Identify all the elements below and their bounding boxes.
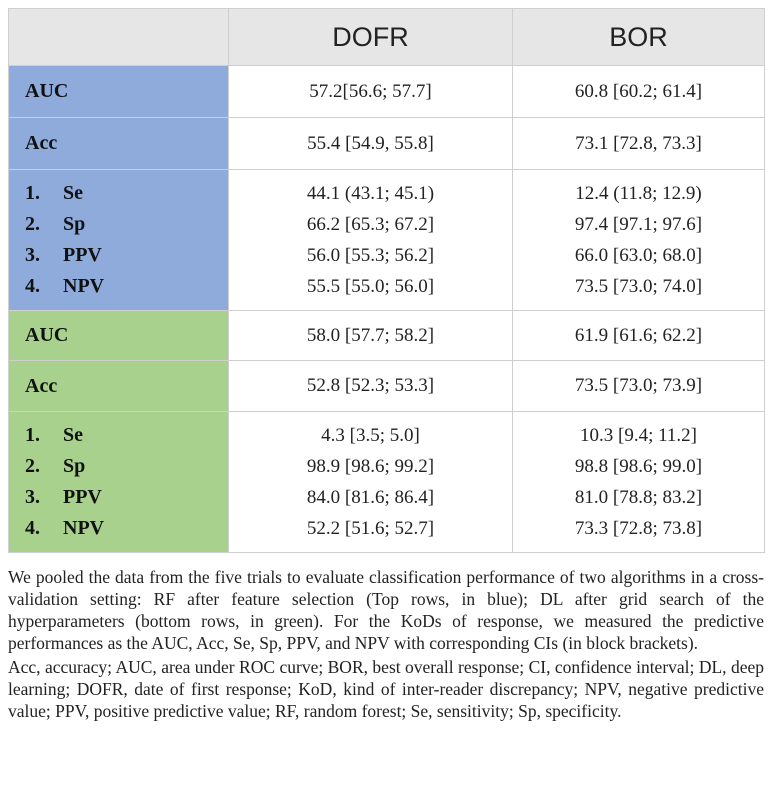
- metric-label: 4. NPV: [25, 275, 105, 297]
- caption-abbreviations: Acc, accuracy; AUC, area under ROC curve…: [8, 657, 764, 721]
- metric-label: 2. Sp: [25, 455, 86, 477]
- table-row: AUC 58.0 [57.7; 58.2] 61.9 [61.6; 62.2]: [8, 310, 765, 361]
- metric-label: 1. Se: [25, 424, 83, 446]
- table-row: Acc 52.8 [52.3; 53.3] 73.5 [73.0; 73.9]: [8, 360, 765, 412]
- metric-value: 66.2 [65.3; 67.2]: [306, 214, 435, 235]
- metric-label: 3. PPV: [25, 244, 102, 266]
- metric-value: 73.5 [73.0; 74.0]: [574, 276, 703, 297]
- metric-value: 12.4 (11.8; 12.9): [575, 183, 702, 204]
- metric-label: 1. Se: [25, 182, 83, 204]
- metric-value: 66.0 [63.0; 68.0]: [574, 245, 703, 266]
- cell-dofr: 52.8 [52.3; 53.3]: [228, 360, 513, 412]
- metric-value: 98.8 [98.6; 99.0]: [574, 456, 703, 477]
- metric-values-dofr-blue: 44.1 (43.1; 45.1) 66.2 [65.3; 67.2] 56.0…: [228, 169, 513, 311]
- metric-value: 56.0 [55.3; 56.2]: [306, 245, 435, 266]
- metric-label: 4. NPV: [25, 517, 105, 539]
- metric-value: 55.5 [55.0; 56.0]: [306, 276, 435, 297]
- header-empty-cell: [8, 8, 229, 66]
- metric-value: 84.0 [81.6; 86.4]: [306, 487, 435, 508]
- cell-bor: 73.5 [73.0; 73.9]: [512, 360, 765, 412]
- metric-value: 81.0 [78.8; 83.2]: [574, 487, 703, 508]
- row-label-acc-green: Acc: [8, 360, 229, 412]
- metric-value: 44.1 (43.1; 45.1): [306, 183, 435, 204]
- table-row-metrics-blue: 1. Se 2. Sp 3. PPV 4. NPV 44.1 (43.1; 45.1) …: [8, 169, 765, 311]
- table-row: Acc 55.4 [54.9, 55.8] 73.1 [72.8, 73.3]: [8, 117, 765, 170]
- table-row-metrics-green: 1. Se 2. Sp 3. PPV 4. NPV 4.3 [3.5; 5.0] 98.…: [8, 411, 765, 553]
- row-label-auc-blue: AUC: [8, 65, 229, 118]
- metric-values-dofr-green: 4.3 [3.5; 5.0] 98.9 [98.6; 99.2] 84.0 [8…: [228, 411, 513, 553]
- metric-labels-blue: 1. Se 2. Sp 3. PPV 4. NPV: [8, 169, 229, 311]
- cell-bor: 73.1 [72.8, 73.3]: [512, 117, 765, 170]
- metric-label: 3. PPV: [25, 486, 102, 508]
- row-label-acc-blue: Acc: [8, 117, 229, 170]
- metric-value: 4.3 [3.5; 5.0]: [321, 425, 420, 446]
- table-caption: We pooled the data from the five trials …: [8, 566, 764, 722]
- metric-value: 97.4 [97.1; 97.6]: [574, 214, 703, 235]
- header-dofr: DOFR: [228, 8, 513, 66]
- table-header-row: DOFR BOR: [8, 8, 765, 66]
- cell-bor: 61.9 [61.6; 62.2]: [512, 310, 765, 361]
- row-label-auc-green: AUC: [8, 310, 229, 361]
- caption-description: We pooled the data from the five trials …: [8, 567, 764, 653]
- cell-bor: 60.8 [60.2; 61.4]: [512, 65, 765, 118]
- metric-value: 52.2 [51.6; 52.7]: [306, 518, 435, 539]
- metric-value: 10.3 [9.4; 11.2]: [580, 425, 697, 446]
- metric-value: 73.3 [72.8; 73.8]: [574, 518, 703, 539]
- metric-values-bor-blue: 12.4 (11.8; 12.9) 97.4 [97.1; 97.6] 66.0…: [512, 169, 765, 311]
- cell-dofr: 58.0 [57.7; 58.2]: [228, 310, 513, 361]
- table-row: AUC 57.2[56.6; 57.7] 60.8 [60.2; 61.4]: [8, 65, 765, 118]
- metric-value: 98.9 [98.6; 99.2]: [306, 456, 435, 477]
- metric-values-bor-green: 10.3 [9.4; 11.2] 98.8 [98.6; 99.0] 81.0 …: [512, 411, 765, 553]
- header-bor: BOR: [512, 8, 765, 66]
- results-table: DOFR BOR AUC 57.2[56.6; 57.7] 60.8 [60.2…: [8, 8, 765, 553]
- cell-dofr: 55.4 [54.9, 55.8]: [228, 117, 513, 170]
- metric-labels-green: 1. Se 2. Sp 3. PPV 4. NPV: [8, 411, 229, 553]
- metric-label: 2. Sp: [25, 213, 86, 235]
- cell-dofr: 57.2[56.6; 57.7]: [228, 65, 513, 118]
